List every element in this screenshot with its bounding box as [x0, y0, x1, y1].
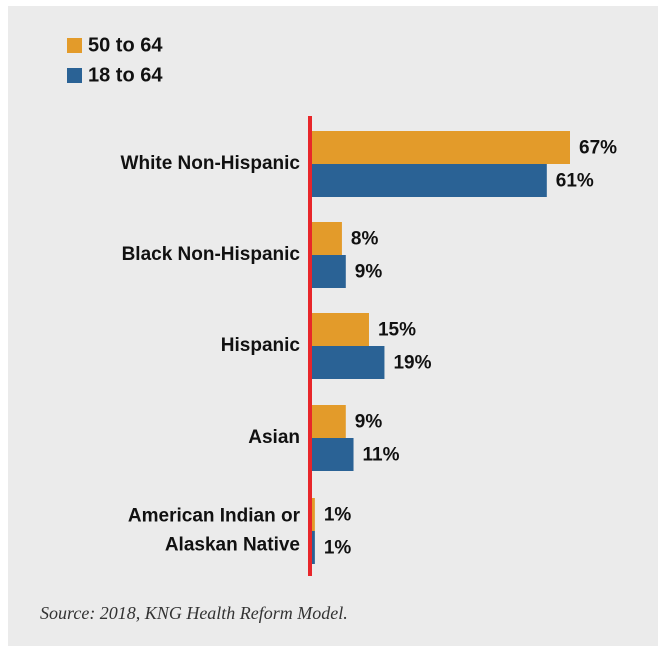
category-axis-line: [308, 116, 312, 576]
value-label: 9%: [355, 412, 383, 433]
bar-age-18-64: [311, 255, 346, 288]
value-label: 1%: [324, 505, 352, 526]
category-label: White Non-Hispanic: [121, 153, 301, 174]
bar-age-18-64: [311, 164, 547, 197]
category-label: Alaskan Native: [165, 535, 300, 556]
value-label: 15%: [378, 320, 416, 341]
bar-age-50-64: [311, 313, 369, 346]
legend-swatch: [67, 68, 82, 83]
legend-label: 18 to 64: [88, 64, 163, 86]
value-label: 19%: [393, 353, 431, 374]
bar-chart: 50 to 64 18 to 64 67% 61% White Non-Hispanic…: [40, 34, 617, 623]
bar-age-18-64: [311, 438, 354, 471]
value-label: 67%: [579, 138, 617, 159]
category-label: Asian: [248, 427, 300, 448]
legend-swatch: [67, 38, 82, 53]
bar-age-50-64: [311, 498, 315, 531]
bar-age-50-64: [311, 222, 342, 255]
bar-age-18-64: [311, 346, 385, 379]
value-label: 9%: [355, 262, 383, 283]
bar-age-50-64: [311, 405, 346, 438]
value-label: 61%: [556, 171, 594, 192]
value-label: 8%: [351, 229, 379, 250]
category-label: Hispanic: [221, 335, 301, 356]
legend-label: 50 to 64: [88, 34, 163, 56]
category-label: American Indian or: [128, 506, 301, 527]
bar-age-18-64: [311, 531, 315, 564]
category-label: Black Non-Hispanic: [122, 244, 301, 265]
value-label: 1%: [324, 538, 352, 559]
value-label: 11%: [363, 445, 400, 466]
bar-age-50-64: [311, 131, 570, 164]
chart-panel: 50 to 64 18 to 64 67% 61% White Non-Hispanic…: [8, 6, 658, 646]
source-note: Source: 2018, KNG Health Reform Model.: [40, 603, 348, 623]
